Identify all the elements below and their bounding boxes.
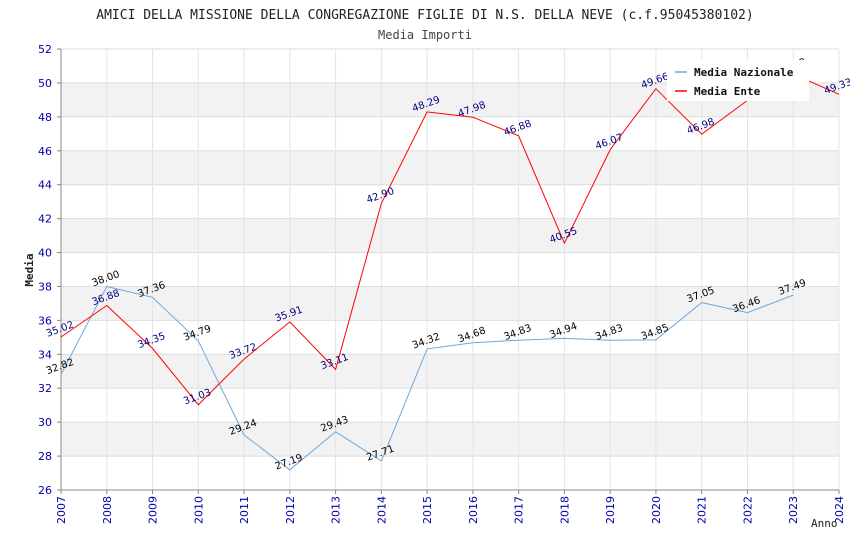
- legend-entry: Media Nazionale: [694, 66, 794, 79]
- y-tick-label: 46: [38, 145, 52, 158]
- y-axis-label: Media: [23, 253, 36, 286]
- x-tick-label: 2007: [55, 496, 68, 524]
- x-tick-label: 2014: [375, 496, 388, 524]
- grid-band: [61, 422, 839, 457]
- x-tick-label: 2018: [558, 496, 571, 524]
- grid-band: [61, 150, 839, 185]
- series-lines: [60, 73, 840, 471]
- x-axis-label: Anno: [811, 517, 838, 530]
- x-tick-label: 2019: [604, 496, 617, 524]
- grid-band: [61, 218, 839, 253]
- y-tick-label: 50: [38, 77, 52, 90]
- y-tick-label: 38: [38, 280, 52, 293]
- x-tick-label: 2011: [238, 496, 251, 524]
- y-tick-label: 44: [38, 179, 52, 192]
- data-label-nazionale: 34.32: [411, 331, 442, 351]
- y-tick-label: 36: [38, 314, 52, 327]
- y-tick-label: 48: [38, 111, 52, 124]
- x-tick-labels: 2007 2008 2009 2010 2011 2012 2013 2014 2015 2016…: [55, 496, 846, 524]
- x-tick-label: 2008: [101, 496, 114, 524]
- y-tick-label: 26: [38, 484, 52, 497]
- y-tick-label: 32: [38, 382, 52, 395]
- x-tick-label: 2012: [284, 496, 297, 524]
- x-tick-label: 2023: [787, 496, 800, 524]
- data-label-ente: 42.90: [365, 186, 396, 206]
- grid-band: [61, 286, 839, 321]
- y-tick-label: 30: [38, 416, 52, 429]
- y-tick-label: 28: [38, 450, 52, 463]
- series-line-media-ente: [60, 73, 840, 406]
- background-bands: [61, 82, 839, 457]
- axes: [57, 48, 840, 494]
- y-tick-label: 40: [38, 247, 52, 260]
- data-labels: 32.8238.0037.3634.7929.2427.1929.4327.71…: [45, 57, 850, 473]
- y-tick-label: 34: [38, 348, 52, 361]
- data-label-ente: 46.07: [594, 132, 625, 152]
- y-tick-labels: 26 28 30 32 34 36 38 40 42 44 46 48 50 52: [38, 43, 52, 497]
- grid-band: [61, 354, 839, 389]
- x-tick-label: 2013: [330, 496, 343, 524]
- x-tick-label: 2017: [513, 496, 526, 524]
- x-tick-label: 2009: [147, 496, 160, 524]
- chart-title: AMICI DELLA MISSIONE DELLA CONGREGAZIONE…: [96, 8, 753, 23]
- x-tick-label: 2021: [696, 496, 709, 524]
- x-tick-label: 2022: [741, 496, 754, 524]
- chart-subtitle: Media Importi: [378, 28, 472, 42]
- x-tick-label: 2016: [467, 496, 480, 524]
- x-tick-label: 2020: [650, 496, 663, 524]
- y-tick-label: 42: [38, 213, 52, 226]
- y-tick-label: 52: [38, 43, 52, 56]
- x-tick-label: 2024: [833, 496, 846, 524]
- x-tick-label: 2015: [421, 496, 434, 524]
- series-line-media-nazionale: [60, 285, 794, 471]
- legend-box: [667, 60, 809, 101]
- legend: Media Nazionale Media Ente: [667, 60, 809, 101]
- x-tick-label: 2010: [192, 496, 205, 524]
- legend-entry: Media Ente: [694, 85, 761, 98]
